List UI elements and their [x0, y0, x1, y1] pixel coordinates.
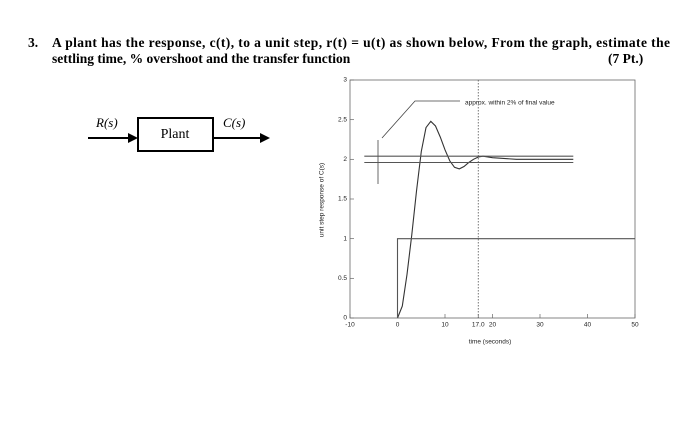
series-line	[396, 238, 635, 318]
plot-frame	[349, 79, 636, 319]
x-tick-label: 20	[489, 322, 497, 329]
y-tick-label: 2	[343, 156, 347, 163]
series-line	[396, 120, 574, 319]
x-tick-label: 17.0	[472, 322, 485, 329]
arrow-head	[128, 133, 138, 143]
x-tick-label: 50	[631, 322, 639, 329]
y-tick-label: 0	[343, 315, 347, 322]
y-tick-label: 1.5	[338, 196, 347, 203]
annotation-leader	[381, 100, 460, 139]
input-label: R(s)	[95, 115, 118, 130]
x-tick-label: 30	[536, 322, 544, 329]
x-tick-label: 10	[441, 322, 449, 329]
y-tick-label: 1	[343, 235, 347, 242]
y-axis-label: unit step response of C(s)	[319, 163, 326, 237]
question-line: settling time, % overshoot and the trans…	[52, 51, 351, 66]
x-tick-label: 0	[396, 322, 400, 329]
x-axis-label: time (seconds)	[469, 339, 512, 346]
x-tick-label: -10	[345, 322, 355, 329]
annotation: approx. within 2% of final value	[465, 100, 555, 107]
y-tick-label: 2.5	[338, 116, 347, 123]
arrow-head	[260, 133, 270, 143]
block-label: Plant	[161, 127, 190, 142]
output-label: C(s)	[223, 115, 245, 130]
y-tick-label: 3	[343, 77, 347, 84]
y-tick-label: 0.5	[338, 275, 347, 282]
points: (7 Pt.)	[608, 51, 643, 66]
plant-block	[137, 117, 214, 152]
question-line: A plant has the response, c(t), to a uni…	[52, 35, 670, 50]
question-number: 3.	[28, 35, 38, 50]
x-tick-label: 40	[584, 322, 592, 329]
